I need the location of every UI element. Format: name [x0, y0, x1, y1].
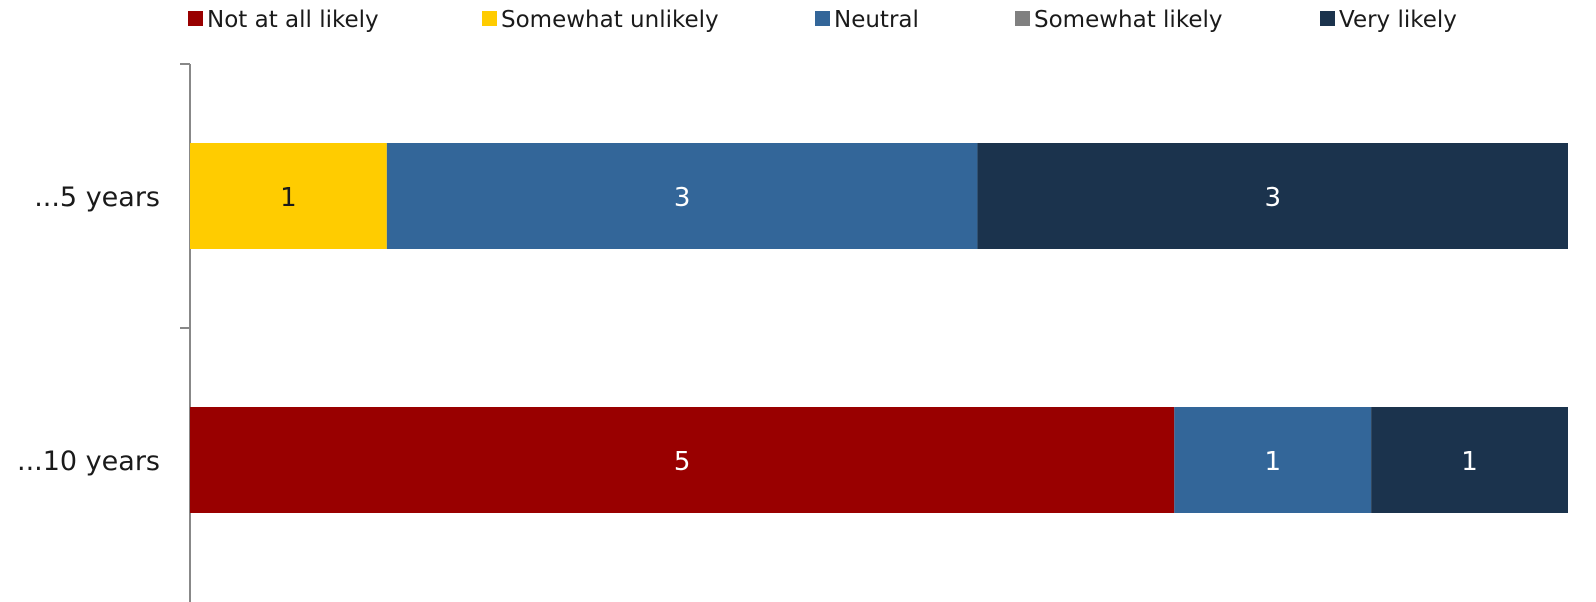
bar-neutral-10-years — [1174, 407, 1372, 513]
data-label-neutral-5-years: 3 — [674, 183, 691, 213]
legend-label-neutral: Neutral — [834, 7, 919, 33]
legend-swatch-not-at-all-likely — [188, 11, 203, 26]
bar-somewhat-unlikely-5-years — [190, 143, 387, 249]
legend-label-not-at-all-likely: Not at all likely — [207, 7, 379, 33]
data-label-very-likely-5-years: 3 — [1264, 183, 1281, 213]
legend-label-somewhat-likely: Somewhat likely — [1034, 7, 1222, 33]
data-label-somewhat-unlikely-5-years: 1 — [280, 183, 297, 213]
legend-swatch-very-likely — [1320, 11, 1335, 26]
legend-label-very-likely: Very likely — [1339, 7, 1457, 33]
legend-swatch-somewhat-unlikely — [482, 11, 497, 26]
bars: 1 3 3 5 1 1 — [190, 143, 1568, 513]
category-label-10-years: ...10 years — [17, 446, 160, 477]
legend: Not at all likely Somewhat unlikely Neutra… — [188, 7, 1457, 33]
legend-label-somewhat-unlikely: Somewhat unlikely — [501, 7, 719, 33]
data-label-neutral-10-years: 1 — [1264, 447, 1281, 477]
data-label-not-at-all-likely-10-years: 5 — [674, 447, 691, 477]
bar-very-likely-5-years — [977, 143, 1568, 249]
bar-neutral-5-years — [386, 143, 978, 249]
legend-swatch-neutral — [815, 11, 830, 26]
bar-very-likely-10-years — [1371, 407, 1568, 513]
category-labels: ...5 years ...10 years — [17, 182, 160, 477]
category-label-5-years: ...5 years — [34, 182, 160, 213]
legend-swatch-somewhat-likely — [1015, 11, 1030, 26]
bar-not-at-all-likely-10-years — [190, 407, 1175, 513]
y-axis — [180, 63, 191, 602]
data-label-very-likely-10-years: 1 — [1461, 447, 1478, 477]
